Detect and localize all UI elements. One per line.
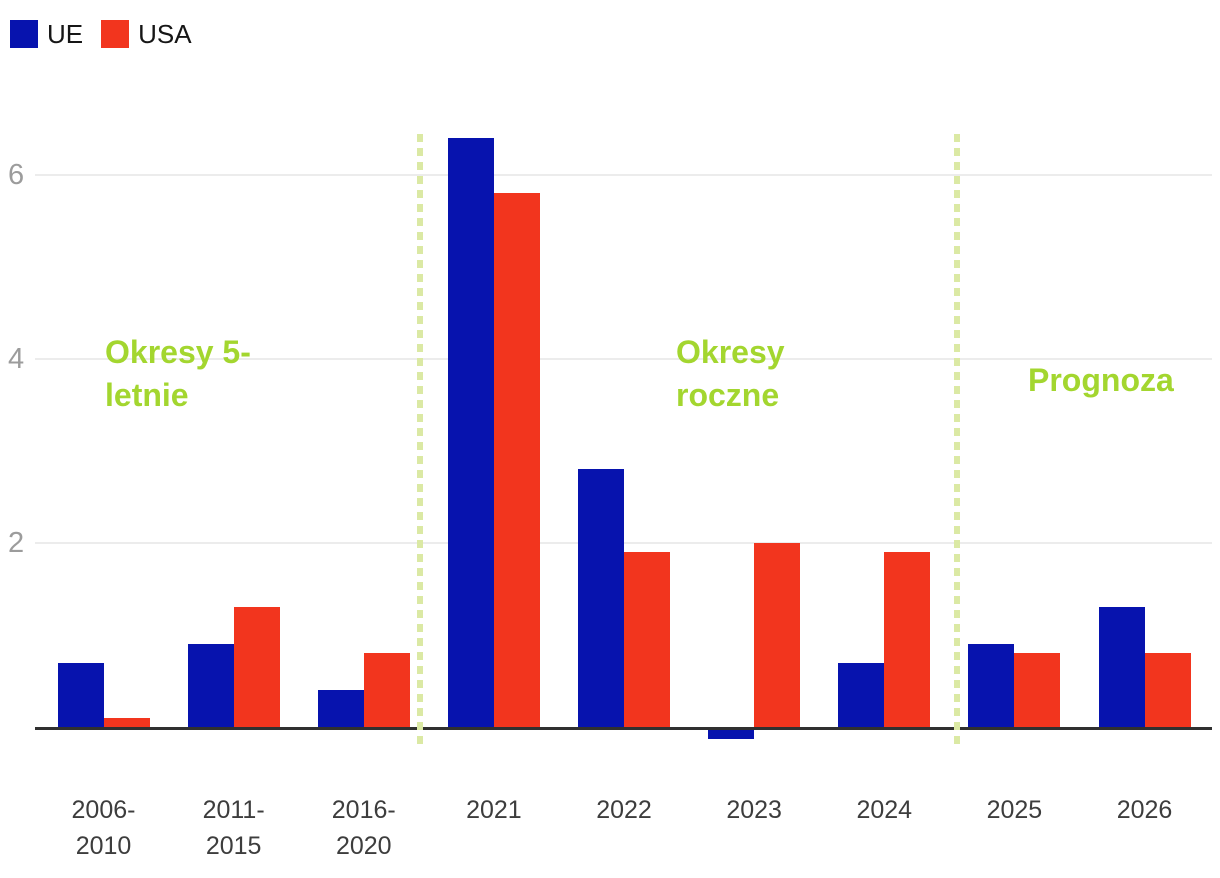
x-tick-label-2023: 2023: [726, 796, 782, 824]
legend-swatch-usa: [101, 20, 130, 48]
bar-usa-2022[interactable]: [624, 552, 670, 727]
bar-ue-2006-2010[interactable]: [57, 662, 104, 727]
x-axis-line: [35, 727, 1212, 730]
bar-usa-2011-2015[interactable]: [233, 607, 280, 727]
bar-usa-2021[interactable]: [493, 193, 540, 727]
x-tick-label-2021: 2021: [466, 796, 522, 824]
x-tick-label-2016-2020: 2016- 2020: [331, 796, 396, 860]
legend-swatch-ue: [10, 20, 38, 48]
section-divider-1: [417, 134, 423, 746]
legend-item-ue: UE: [10, 20, 83, 48]
annotation-line: Okresy 5-: [105, 334, 251, 370]
legend: UE USA: [10, 20, 192, 48]
legend-item-usa: USA: [101, 19, 192, 49]
legend-label-ue: UE: [47, 19, 84, 49]
bar-usa-2025[interactable]: [1014, 653, 1061, 727]
annotation-okresy-roczne: Okresy roczne: [676, 331, 785, 417]
x-tick-label-2006-2010: 2006- 2010: [71, 796, 136, 860]
bar-ue-2024[interactable]: [838, 662, 885, 727]
bar-ue-2026[interactable]: [1098, 607, 1145, 727]
annotation-line: letnie: [105, 377, 189, 413]
y-tick-label-6: 6: [8, 159, 25, 191]
y-tick-label-2: 2: [8, 527, 25, 559]
x-tick-label-2022: 2022: [596, 796, 652, 824]
bar-ue-2022[interactable]: [578, 469, 624, 727]
bar-ue-2011-2015[interactable]: [187, 644, 234, 727]
y-tick-label-4: 4: [8, 343, 25, 375]
annotation-okresy-5-letnie: Okresy 5- letnie: [105, 331, 251, 417]
legend-label-usa: USA: [138, 19, 192, 49]
annotation-prognoza: Prognoza: [1028, 359, 1174, 402]
gridline-y-4: [35, 358, 1212, 360]
section-divider-2: [954, 134, 960, 746]
annotation-line: Okresy: [676, 334, 785, 370]
bar-usa-2024[interactable]: [884, 552, 931, 727]
annotation-line: roczne: [676, 377, 780, 413]
bar-ue-2021[interactable]: [447, 138, 494, 727]
bar-usa-2006-2010[interactable]: [103, 717, 150, 727]
bar-ue-2016-2020[interactable]: [317, 690, 364, 727]
bar-usa-2016-2020[interactable]: [363, 653, 410, 727]
bar-ue-2023[interactable]: [708, 730, 755, 740]
x-tick-label-2024: 2024: [856, 796, 913, 824]
x-tick-label-2025: 2025: [986, 796, 1043, 824]
bar-usa-2026[interactable]: [1144, 653, 1191, 727]
annotation-line: Prognoza: [1028, 362, 1174, 398]
bar-usa-2023[interactable]: [754, 543, 801, 727]
gridline-y-6: [35, 174, 1212, 176]
x-tick-label-2011-2015: 2011- 2015: [202, 796, 265, 860]
bar-ue-2025[interactable]: [968, 644, 1015, 727]
x-tick-label-2026: 2026: [1116, 796, 1173, 824]
